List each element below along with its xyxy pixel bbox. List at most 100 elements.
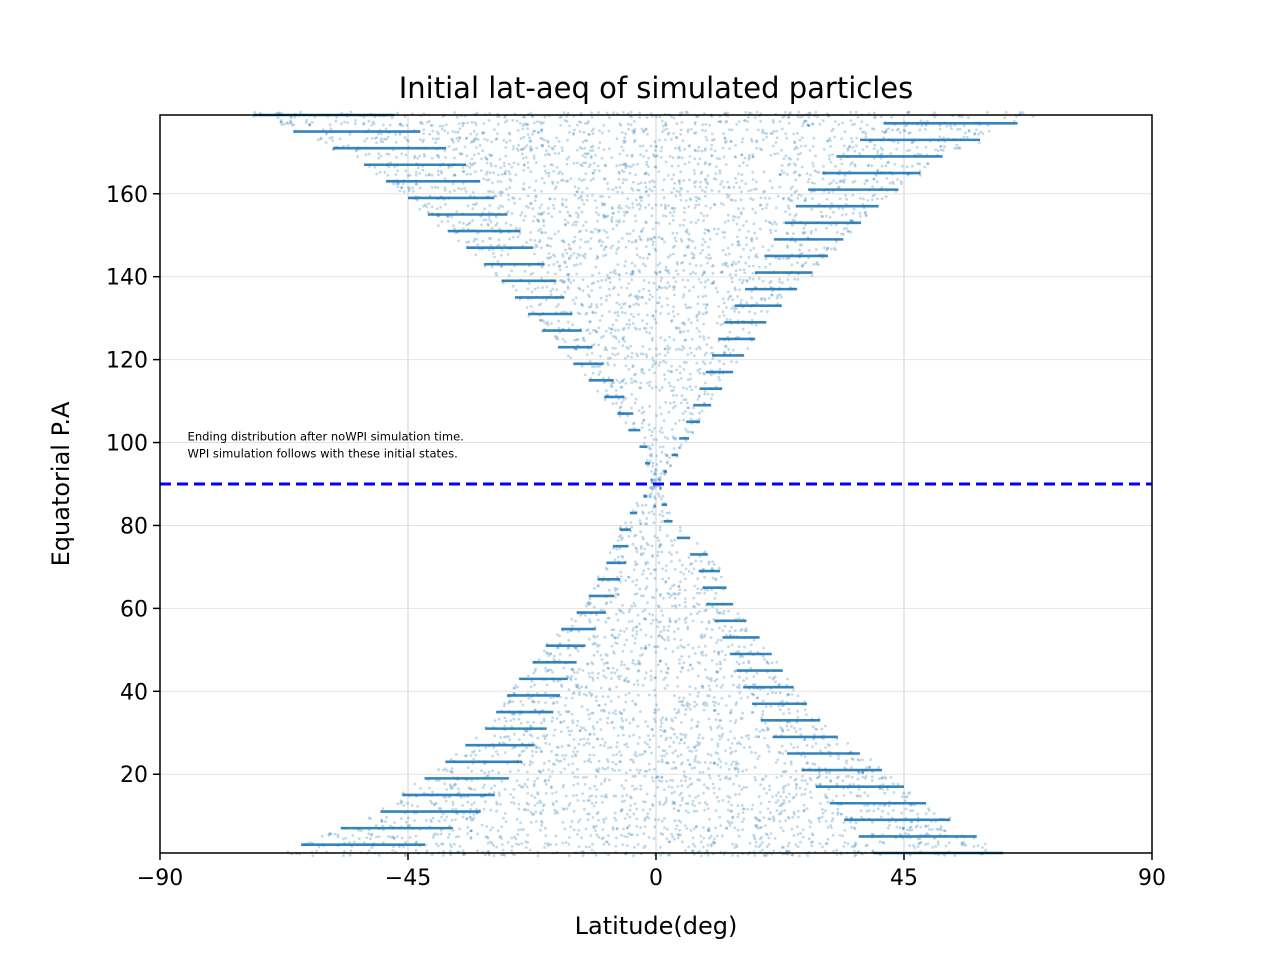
scatter-point <box>510 269 514 273</box>
scatter-point <box>786 246 789 249</box>
scatter-point <box>632 761 635 764</box>
scatter-point <box>654 710 658 714</box>
scatter-point <box>634 219 638 223</box>
scatter-point <box>736 828 740 832</box>
scatter-point <box>644 562 647 566</box>
scatter-point <box>453 227 456 231</box>
scatter-point <box>891 172 894 176</box>
scatter-point <box>621 328 625 331</box>
scatter-point <box>681 412 685 416</box>
scatter-point <box>772 819 776 823</box>
scatter-point <box>847 774 851 778</box>
scatter-point <box>349 849 353 853</box>
scatter-point <box>621 337 625 340</box>
scatter-point <box>642 418 646 421</box>
scatter-point <box>634 380 638 384</box>
scatter-point <box>721 799 725 802</box>
scatter-point <box>472 801 476 804</box>
scatter-point <box>705 310 709 314</box>
scatter-point <box>605 795 609 799</box>
scatter-point <box>730 674 734 678</box>
scatter-point <box>565 696 568 700</box>
scatter-point <box>475 777 479 780</box>
scatter-point <box>696 577 700 580</box>
scatter-point <box>686 244 690 248</box>
scatter-point <box>451 808 454 811</box>
scatter-point <box>748 841 752 845</box>
scatter-point <box>613 269 617 272</box>
scatter-point <box>453 782 457 786</box>
scatter-point <box>653 504 657 508</box>
scatter-point <box>463 777 467 781</box>
scatter-point <box>666 667 670 671</box>
scatter-point <box>653 503 657 506</box>
scatter-point <box>568 644 572 647</box>
scatter-point <box>542 224 546 228</box>
scatter-point <box>702 270 706 274</box>
scatter-point <box>643 181 647 185</box>
scatter-point <box>610 385 614 389</box>
scatter-point <box>501 727 505 731</box>
scatter-point <box>618 278 621 281</box>
scatter-point <box>592 727 596 731</box>
scatter-point <box>458 220 461 224</box>
scatter-point <box>807 177 811 181</box>
scatter-point <box>657 760 660 763</box>
scatter-point <box>573 746 577 750</box>
scatter-point <box>494 224 498 227</box>
scatter-point <box>683 162 687 166</box>
scatter-point <box>538 206 542 210</box>
scatter-point <box>908 844 911 847</box>
scatter-point <box>703 372 706 376</box>
scatter-point <box>568 214 571 217</box>
scatter-point <box>614 794 618 798</box>
scatter-point <box>732 634 736 638</box>
scatter-point <box>518 710 522 713</box>
scatter-point <box>664 738 668 742</box>
scatter-point <box>735 181 738 185</box>
scatter-point <box>568 733 572 737</box>
scatter-point <box>871 198 874 202</box>
scatter-point <box>436 169 440 173</box>
scatter-point <box>665 518 669 522</box>
scatter-point <box>794 178 797 182</box>
scatter-point <box>787 841 791 845</box>
scatter-point <box>644 327 648 330</box>
scatter-point <box>615 612 618 616</box>
scatter-point <box>692 827 696 831</box>
scatter-point <box>632 601 636 605</box>
scatter-point <box>559 720 562 724</box>
scatter-point <box>597 643 601 647</box>
scatter-point <box>829 223 833 227</box>
scatter-point <box>664 453 667 456</box>
scatter-point <box>651 804 655 807</box>
scatter-point <box>357 826 361 830</box>
scatter-point <box>976 844 980 847</box>
scatter-point <box>668 619 672 623</box>
scatter-point <box>667 625 671 628</box>
scatter-point <box>559 721 563 724</box>
scatter-point <box>639 522 642 525</box>
scatter-point <box>912 844 915 847</box>
scatter-point <box>852 845 856 849</box>
scatter-point <box>577 630 581 633</box>
scatter-point <box>754 323 758 327</box>
scatter-point <box>932 812 936 815</box>
scatter-point <box>621 603 624 607</box>
scatter-point <box>650 492 653 495</box>
scatter-point <box>657 605 661 609</box>
scatter-point <box>704 186 708 189</box>
scatter-point <box>668 745 672 748</box>
scatter-point <box>684 439 688 442</box>
scatter-point <box>825 842 829 845</box>
scatter-point <box>579 262 582 266</box>
scatter-point <box>857 787 861 791</box>
scatter-point <box>835 742 839 746</box>
scatter-point <box>785 231 789 235</box>
scatter-point <box>790 270 794 274</box>
scatter-point <box>801 265 804 268</box>
scatter-point <box>803 792 807 796</box>
scatter-point <box>630 525 634 529</box>
scatter-point <box>539 801 543 805</box>
scatter-point <box>716 752 720 755</box>
